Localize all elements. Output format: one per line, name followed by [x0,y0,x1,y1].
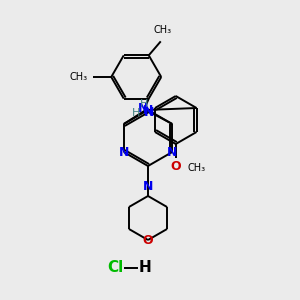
Text: H: H [132,108,140,118]
Text: N: N [118,146,129,158]
Text: CH₃: CH₃ [69,72,87,82]
Text: N: N [143,103,153,116]
Text: H: H [139,260,152,275]
Text: N: N [144,106,154,118]
Text: N: N [167,146,177,158]
Text: N: N [138,101,148,115]
Text: CH₃: CH₃ [154,25,172,35]
Text: CH₃: CH₃ [188,163,206,173]
Text: H: H [140,99,148,109]
Text: N: N [143,179,153,193]
Text: O: O [143,233,153,247]
Text: Cl: Cl [107,260,123,275]
Text: O: O [170,160,181,173]
